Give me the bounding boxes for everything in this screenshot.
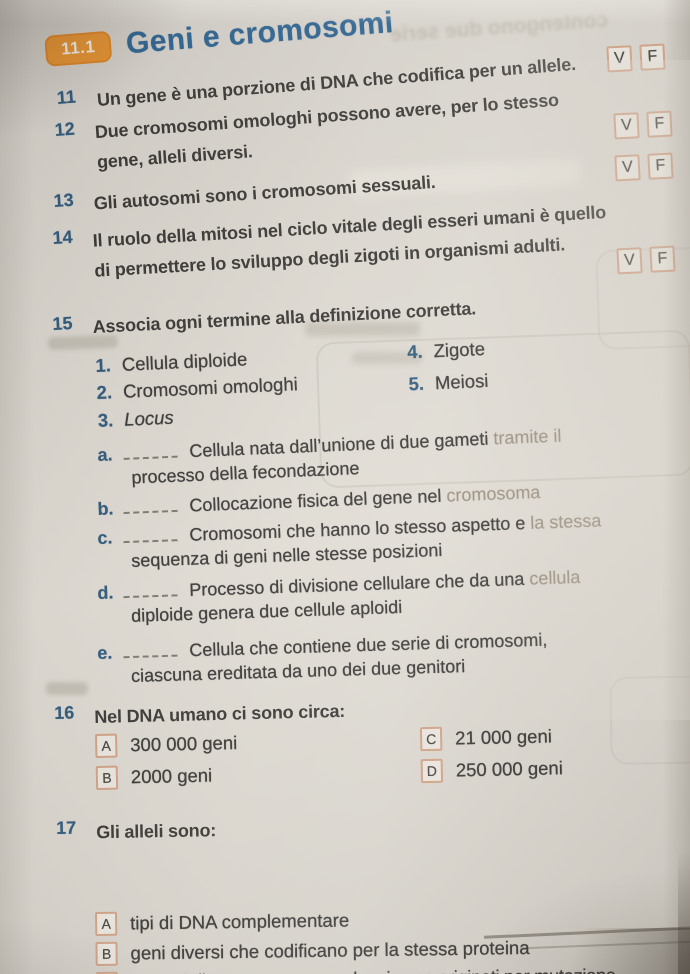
section-badge: 11.1: [44, 30, 113, 67]
vf-pair-14: V F: [616, 245, 676, 275]
term-number: 4.: [406, 340, 424, 363]
term-label: Cellula diploide: [121, 348, 248, 375]
question-row-17: 17 Gli alleli sono:: [56, 815, 216, 848]
option-checkbox[interactable]: A: [95, 911, 118, 936]
option-row: A 300 000 geni: [95, 731, 237, 758]
vf-pair-12: V F: [613, 110, 673, 140]
term-label: Cromosomi omologhi: [122, 373, 299, 402]
question-text: Nel DNA umano ci sono circa:: [94, 700, 346, 728]
term-label: Locus: [123, 406, 175, 430]
term-number: 1.: [95, 354, 112, 376]
term-item: 1. Cellula diploide: [95, 348, 248, 377]
bleed-through-text: contengono due serie: [389, 8, 609, 47]
matching-terms: 1. Cellula diploide 2. Cromosomi omologh…: [95, 331, 658, 445]
falso-checkbox[interactable]: F: [639, 43, 666, 71]
term-label: Zigote: [433, 337, 486, 362]
term-number: 3.: [97, 409, 114, 431]
question-number: 15: [52, 313, 73, 334]
question-text: Gli alleli sono:: [96, 820, 217, 843]
matching-prompt: Associa ogni termine alla definizione co…: [92, 298, 477, 338]
term-item: 5. Meiosi: [408, 370, 489, 395]
vero-checkbox[interactable]: V: [606, 45, 633, 73]
option-label: 21 000 geni: [454, 725, 553, 749]
falso-checkbox[interactable]: F: [649, 245, 676, 273]
bleed-through-smudge: [46, 682, 88, 695]
question-number: 13: [53, 189, 75, 211]
definition-row-c: c. Cromosomi che hanno lo stesso aspetto…: [97, 508, 603, 574]
option-row: B 2000 geni: [95, 764, 213, 790]
option-checkbox[interactable]: B: [95, 941, 118, 966]
option-label: 300 000 geni: [130, 732, 238, 756]
q16-options: A 300 000 geni C 21 000 geni B 2000 geni…: [95, 722, 656, 798]
question-number: 14: [52, 226, 74, 248]
definition-row-d: d. Processo di divisione cellulare che d…: [97, 565, 582, 629]
answer-blank[interactable]: [123, 495, 178, 514]
question-number: 17: [56, 817, 77, 838]
term-number: 2.: [96, 381, 113, 403]
option-checkbox[interactable]: C: [419, 726, 443, 752]
faded-word: tramite il: [492, 425, 562, 449]
definition-letter: a.: [97, 444, 113, 465]
section-title: Geni e cromosomi: [124, 5, 395, 61]
option-checkbox[interactable]: B: [95, 765, 119, 790]
option-label: 2000 geni: [130, 764, 213, 788]
faded-word: cellula: [529, 566, 581, 589]
term-item: 3. Locus: [97, 407, 174, 432]
option-row: B geni diversi che codificano per la ste…: [95, 936, 530, 966]
term-item: 2. Cromosomi omologhi: [96, 373, 298, 404]
answer-blank[interactable]: [123, 441, 178, 460]
question-number: 16: [54, 702, 75, 723]
option-label: varianti di uno stesso gene che si sono …: [131, 966, 616, 974]
option-row: A tipi di DNA complementare: [95, 908, 349, 936]
definition-letter: c.: [97, 527, 113, 548]
option-checkbox[interactable]: D: [420, 758, 444, 784]
vero-checkbox[interactable]: V: [614, 154, 641, 182]
term-label: Meiosi: [434, 369, 489, 394]
vf-pair-11: V F: [606, 43, 666, 73]
faded-word: cromosoma: [445, 481, 541, 506]
definition-letter: d.: [97, 582, 114, 603]
vero-checkbox[interactable]: V: [613, 112, 640, 140]
section-header: 11.1 Geni e cromosomi: [44, 6, 395, 68]
q17-options: A tipi di DNA complementare B geni diver…: [95, 904, 657, 974]
vero-checkbox[interactable]: V: [616, 247, 643, 275]
answer-blank[interactable]: [123, 525, 178, 544]
option-label: 250 000 geni: [455, 757, 564, 781]
term-number: 5.: [408, 372, 425, 395]
falso-checkbox[interactable]: F: [646, 110, 673, 138]
vf-pair-13: V F: [614, 152, 674, 182]
edge-shadow: [678, 850, 690, 974]
definition-row-e: e. Cellula che contiene due serie di cro…: [97, 628, 548, 689]
definition-letter: e.: [97, 642, 113, 663]
answer-blank[interactable]: [123, 640, 178, 659]
question-row-15: 15 Associa ogni termine alla definizione…: [52, 293, 477, 344]
option-label: geni diversi che codificano per la stess…: [130, 936, 530, 964]
option-checkbox[interactable]: A: [95, 733, 118, 758]
question-number: 11: [56, 86, 77, 108]
answer-blank[interactable]: [123, 580, 178, 599]
option-row: D 250 000 geni: [420, 756, 564, 784]
option-row: C 21 000 geni: [419, 724, 553, 752]
option-label: tipi di DNA complementare: [130, 909, 350, 934]
question-row-16: 16 Nel DNA umano ci sono circa:: [54, 696, 345, 733]
question-number: 12: [54, 118, 76, 140]
falso-checkbox[interactable]: F: [647, 152, 674, 180]
definition-letter: b.: [97, 498, 114, 519]
option-row: C varianti di uno stesso gene che si son…: [95, 965, 631, 974]
faded-word: la stessa: [529, 510, 602, 533]
term-item: 4. Zigote: [407, 338, 486, 363]
